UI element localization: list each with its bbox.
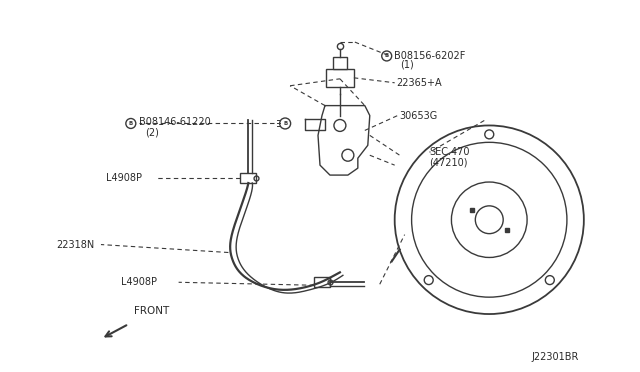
- Text: 30653G: 30653G: [399, 110, 438, 121]
- Text: SEC.470: SEC.470: [429, 147, 470, 157]
- Text: FRONT: FRONT: [134, 306, 169, 316]
- Text: B08156-6202F: B08156-6202F: [394, 51, 465, 61]
- Text: B: B: [129, 121, 133, 126]
- Text: (1): (1): [399, 60, 413, 70]
- Text: B08146-61220: B08146-61220: [139, 118, 211, 128]
- Bar: [241, 173, 256, 183]
- Text: 22365+A: 22365+A: [397, 78, 442, 88]
- Text: (2): (2): [145, 127, 159, 137]
- Bar: [333, 57, 347, 69]
- Text: 22318N: 22318N: [56, 240, 95, 250]
- Text: B: B: [283, 121, 287, 126]
- Text: L4908P: L4908P: [121, 277, 157, 287]
- Text: (47210): (47210): [429, 157, 468, 167]
- Bar: [326, 69, 354, 87]
- Bar: [314, 277, 330, 287]
- Text: B: B: [385, 54, 389, 58]
- Text: J22301BR: J22301BR: [531, 352, 579, 362]
- Text: L4908P: L4908P: [106, 173, 142, 183]
